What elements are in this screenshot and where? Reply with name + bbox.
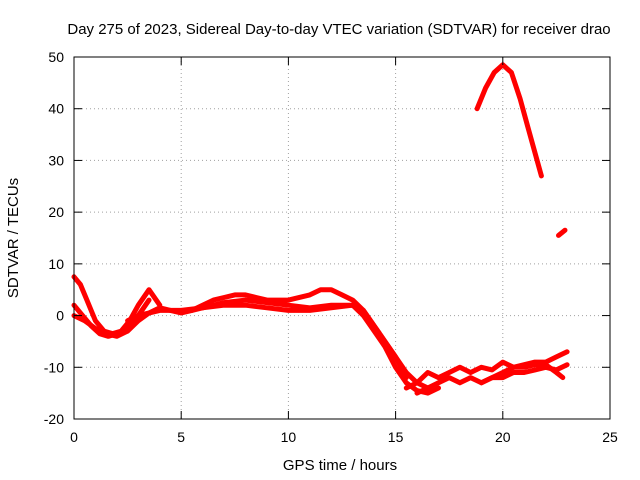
x-tick-label: 25 xyxy=(602,429,618,445)
chart-title: Day 275 of 2023, Sidereal Day-to-day VTE… xyxy=(67,21,610,38)
y-tick-label: 20 xyxy=(48,204,64,220)
series-line-track-i xyxy=(478,362,566,386)
series-line-track-k xyxy=(556,227,568,238)
series-line-track-g xyxy=(403,349,570,391)
x-tick-label: 0 xyxy=(70,429,78,445)
x-axis-label: GPS time / hours xyxy=(283,457,397,474)
y-tick-label: 40 xyxy=(48,101,64,117)
x-tick-label: 5 xyxy=(177,429,185,445)
y-tick-label: -20 xyxy=(44,411,64,427)
series-line-track-e xyxy=(189,287,409,381)
y-tick-label: -10 xyxy=(44,359,64,375)
y-axis-label: SDTVAR / TECUs xyxy=(5,178,22,298)
y-tick-label: 30 xyxy=(48,152,64,168)
x-tick-label: 15 xyxy=(388,429,404,445)
x-tick-label: 10 xyxy=(281,429,297,445)
series-line-track-c xyxy=(71,305,206,339)
y-tick-label: 50 xyxy=(48,49,64,65)
y-tick-label: 10 xyxy=(48,256,64,272)
x-tick-label: 20 xyxy=(495,429,511,445)
series-line-track-f xyxy=(200,302,441,396)
series-line-track-j xyxy=(474,62,544,179)
series-group xyxy=(71,62,570,396)
gridlines xyxy=(74,57,610,419)
plot-frame xyxy=(73,56,611,420)
axis-ticks: 0 5 10 15 20 25 -20 -10 0 10 20 30 40 50 xyxy=(44,49,618,445)
y-tick-label: 0 xyxy=(56,308,64,324)
